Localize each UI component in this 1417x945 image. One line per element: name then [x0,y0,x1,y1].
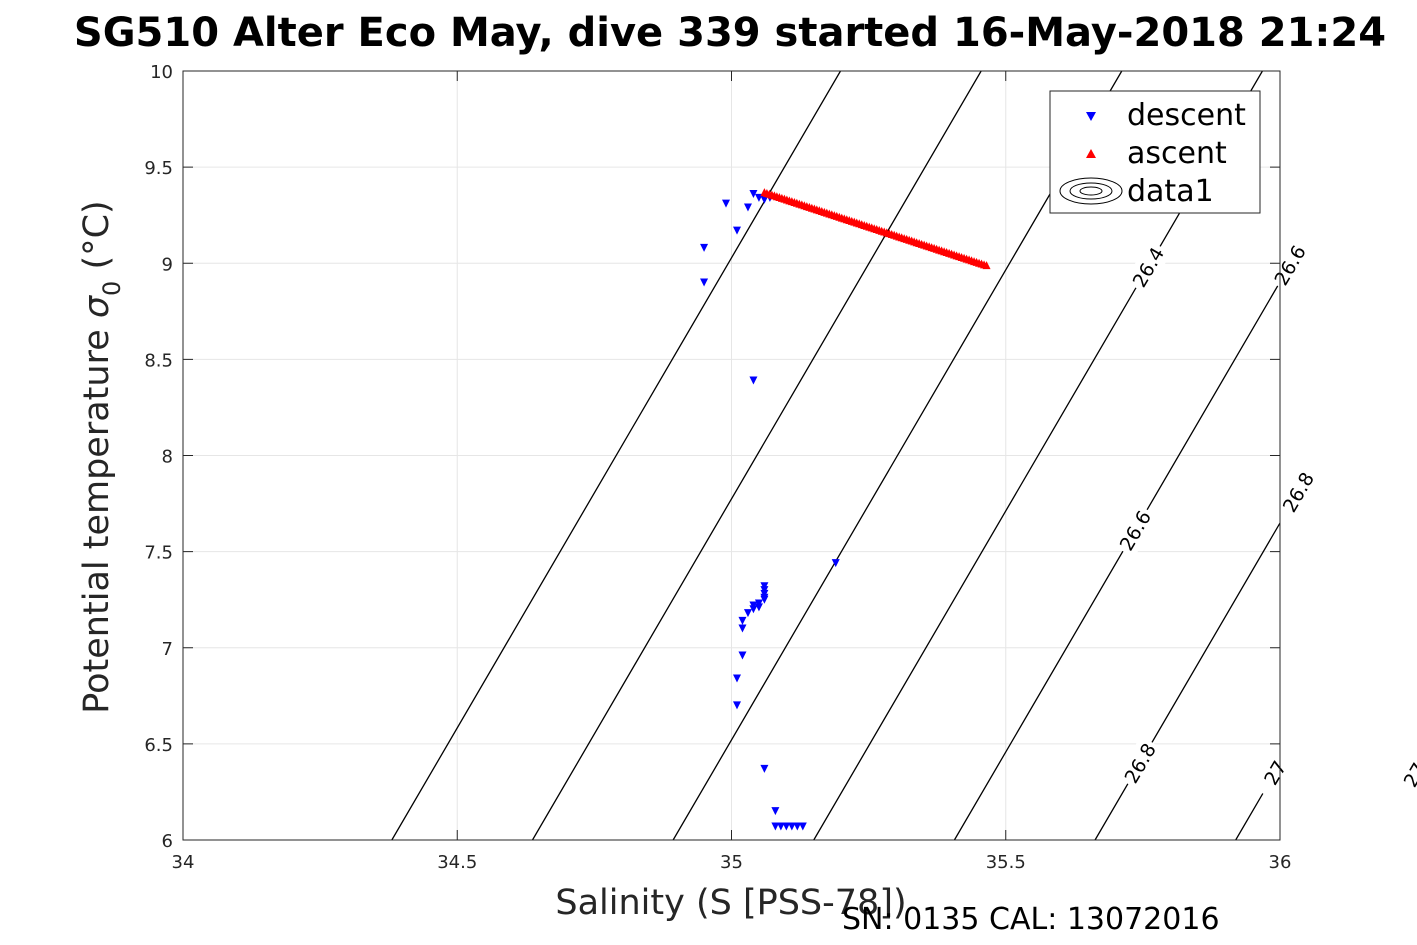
descent-point [738,651,747,660]
y-tick-label: 10 [150,62,173,83]
descent-point [771,822,780,831]
chart-title: SG510 Alter Eco May, dive 339 started 16… [74,10,1386,56]
y-tick-label: 7 [162,639,173,660]
x-tick-label: 36 [1269,852,1292,873]
descent-point [738,616,747,625]
x-tick-label: 34.5 [437,852,477,873]
legend-contour-icon [1059,177,1123,205]
ascent-series [760,188,991,270]
y-tick-label: 8.5 [144,350,173,371]
x-tick-label: 35.5 [986,852,1026,873]
y-tick-label: 6 [162,831,173,852]
descent-point [782,822,791,831]
y-tick-label: 9.5 [144,158,173,179]
descent-series [700,190,840,831]
legend-data1-label: data1 [1127,174,1214,209]
y-tick-label: 7.5 [144,543,173,564]
descent-point [732,701,741,710]
descent-point [787,822,796,831]
contour-label-bg [1124,239,1172,295]
isopycnal-line [953,280,1280,840]
y-axis-label-subscript: 0 [98,281,126,296]
x-tick-label: 34 [172,852,195,873]
legend-ascent-marker [1086,149,1096,158]
isopycnal-line [1094,521,1280,840]
y-tick-label: 9 [162,254,173,275]
descent-point [760,764,769,773]
descent-point [732,226,741,235]
descent-point [732,674,741,683]
legend: descent ascent data1 [1049,90,1261,214]
isopycnal-line [672,71,1123,840]
descent-point [700,278,709,287]
y-axis-label-unit: (°C) [77,200,117,280]
descent-point [749,190,758,199]
legend-box [1049,90,1261,214]
y-tick-label: 6.5 [144,735,173,756]
descent-point [749,605,758,614]
descent-point [798,822,807,831]
contour-label-bg [1251,745,1299,800]
contour-label-bg [1116,735,1164,791]
x-axis-label: Salinity (S [PSS-78]) [555,883,906,923]
legend-ascent-label: ascent [1127,136,1227,171]
descent-point [776,822,785,831]
descent-point [760,595,769,604]
legend-descent-marker [1086,112,1096,121]
descent-point [760,195,769,204]
contour-label-bg [1274,464,1322,520]
y-axis-ticks: 6 6.5 7 7.5 8 8.5 9 9.5 10 [144,62,1280,852]
y-tick-label: 8 [162,447,173,468]
descent-point [700,243,709,252]
isopycnal-contours [391,71,1280,840]
x-axis-ticks: 34 34.5 35 35.5 36 [172,71,1292,873]
y-axis-label: Potential temperature σ0 (°C) [77,200,126,713]
contour-label-bg [1395,739,1417,795]
legend-descent-label: descent [1127,98,1246,133]
descent-point [743,609,752,618]
descent-point [831,559,840,568]
descent-point [793,822,802,831]
contour-label-bg [1111,503,1159,558]
isopycnal-line [531,71,982,840]
descent-point [738,624,747,633]
y-axis-label-sigma: σ [77,294,117,318]
descent-point [749,376,758,385]
descent-point [771,807,780,816]
y-axis-label-main: Potential temperature [77,318,117,714]
descent-point [743,203,752,212]
descent-point [722,199,731,208]
ascent-point [982,261,991,270]
contour-label-bg [1266,237,1314,293]
x-tick-label: 35 [720,852,743,873]
serial-calibration-text: SN: 0135 CAL: 13072016 [842,902,1220,937]
